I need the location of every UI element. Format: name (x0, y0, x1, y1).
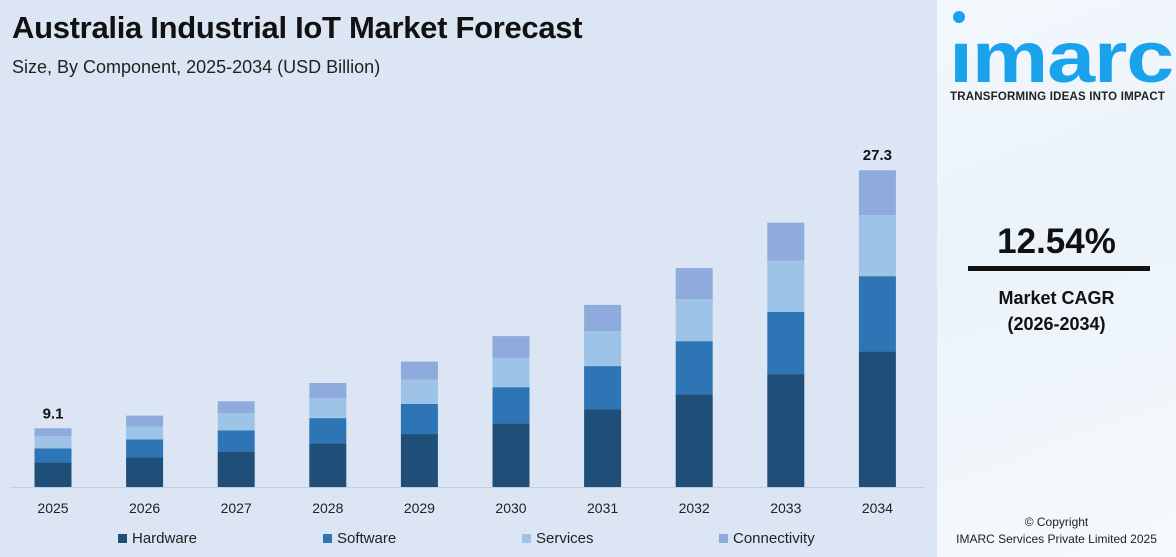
bar-segment-software (492, 387, 530, 424)
x-tick-label: 2031 (587, 500, 618, 516)
bar-segment-services (492, 358, 530, 388)
chart-title: Australia Industrial IoT Market Forecast (12, 10, 583, 45)
legend-item-software: Software (323, 530, 396, 547)
bar-segment-hardware (858, 351, 896, 487)
legend-swatch (522, 534, 531, 543)
x-tick-label: 2030 (495, 500, 526, 516)
chart-panel: Australia Industrial IoT Market Forecast… (0, 10, 937, 550)
bar-segment-hardware (400, 434, 438, 487)
chart-subtitle: Size, By Component, 2025-2034 (USD Billi… (12, 57, 381, 77)
bar-segment-services (675, 299, 713, 342)
bar-segment-hardware (767, 374, 805, 487)
bar-segment-hardware (584, 409, 622, 487)
bar-segment-software (34, 448, 72, 463)
cagr-label-block: Market CAGR (2026-2034) (937, 285, 1176, 337)
bar-segment-software (675, 341, 713, 395)
x-tick-label: 2026 (129, 500, 160, 516)
brand-tagline: TRANSFORMING IDEAS INTO IMPACT (950, 91, 1166, 103)
bar-segment-connectivity (34, 428, 72, 437)
bar-segment-services (126, 426, 164, 440)
x-tick-label: 2025 (37, 500, 68, 516)
legend-label: Hardware (132, 530, 198, 547)
x-tick-label: 2034 (862, 500, 893, 516)
copyright-company: IMARC Services Private Limited 2025 (956, 532, 1157, 546)
legend-swatch (719, 534, 728, 543)
bar-segment-connectivity (675, 268, 713, 300)
bar-segment-software (309, 418, 347, 444)
legend-swatch (118, 534, 127, 543)
bar-segment-services (858, 215, 896, 277)
legend-label: Software (337, 530, 397, 547)
copyright-line: © Copyright (1024, 515, 1089, 529)
bar-segment-hardware (217, 451, 255, 487)
bar-segment-connectivity (584, 304, 622, 332)
bar-segment-connectivity (767, 222, 805, 261)
bar-segment-hardware (675, 394, 713, 487)
svg-text:ımarc: ımarc (949, 18, 1173, 90)
cagr-label: Market CAGR (998, 288, 1115, 308)
legend-swatch (323, 534, 332, 543)
bar-segment-hardware (309, 443, 347, 487)
imarc-logo: ımarc (949, 11, 1174, 90)
legend: Hardware Software Services Connectivity (0, 530, 937, 550)
bar-segment-connectivity (858, 170, 896, 216)
x-tick-label: 2032 (679, 500, 710, 516)
legend-item-hardware: Hardware (118, 530, 197, 547)
bar-segment-services (400, 379, 438, 404)
bar-segment-services (767, 260, 805, 312)
side-panel: ımarc TRANSFORMING IDEAS INTO IMPACT 12.… (937, 0, 1176, 557)
stacked-bar-chart: 2025 9.1 2026 2027 2028 2029 2030 2031 2032 2033 2… (10, 147, 925, 516)
bar-segment-hardware (126, 457, 164, 487)
legend-item-services: Services (522, 530, 594, 547)
legend-label: Connectivity (733, 530, 815, 547)
bar-segment-services (34, 436, 72, 449)
x-tick-label: 2029 (404, 500, 435, 516)
bar-segment-services (309, 398, 347, 419)
cagr-period: (2026-2034) (1007, 314, 1106, 334)
bar-segment-hardware (34, 462, 72, 487)
cagr-value: 12.54% (997, 222, 1116, 261)
legend-item-connectivity: Connectivity (719, 530, 815, 547)
bar-segment-software (217, 430, 255, 452)
bar-segment-services (584, 331, 622, 367)
data-label: 27.3 (863, 147, 892, 164)
cagr-divider (968, 266, 1150, 271)
bar-segment-software (858, 276, 896, 352)
copyright: © Copyright IMARC Services Private Limit… (937, 514, 1176, 548)
data-label: 9.1 (43, 405, 64, 422)
bar-segment-software (400, 403, 438, 435)
legend-label: Services (536, 530, 594, 547)
bar-segment-software (584, 366, 622, 410)
bar-segment-connectivity (126, 415, 164, 427)
bar-segment-connectivity (217, 401, 255, 414)
bar-segment-connectivity (400, 361, 438, 380)
bar-segment-services (217, 413, 255, 431)
x-tick-label: 2033 (770, 500, 801, 516)
bar-segment-connectivity (309, 383, 347, 399)
x-tick-label: 2027 (221, 500, 252, 516)
bar-segment-software (767, 311, 805, 375)
bar-segment-hardware (492, 423, 530, 487)
x-tick-label: 2028 (312, 500, 343, 516)
bar-segment-software (126, 439, 164, 458)
bar-segment-connectivity (492, 336, 530, 359)
